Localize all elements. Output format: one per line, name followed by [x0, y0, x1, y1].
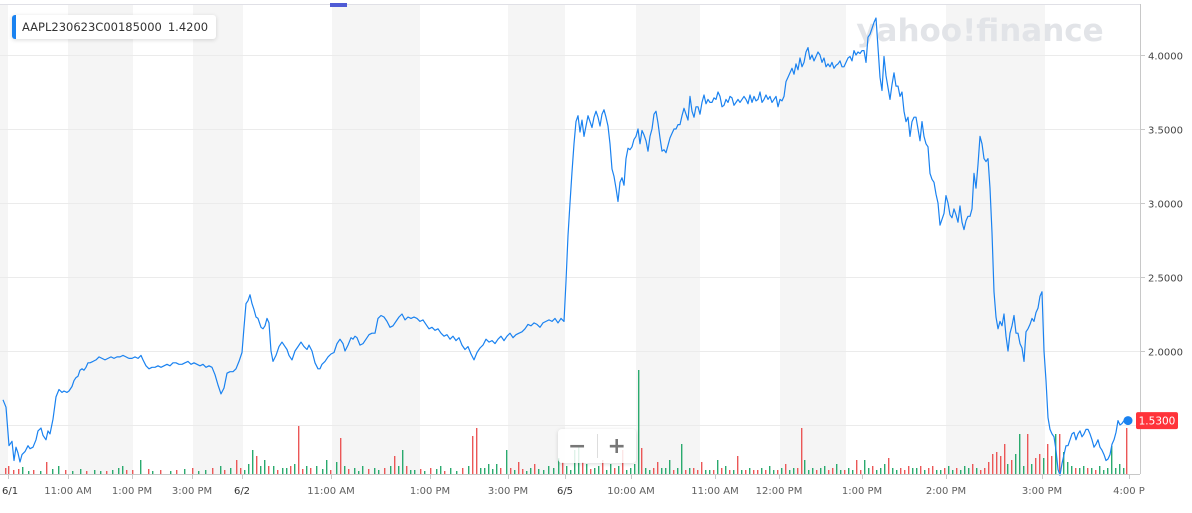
x-axis: 6/1 11:00 AM 1:00 PM 3:00 PM 6/2 11:00 AM 1:00…	[2, 474, 1145, 497]
svg-text:2.5000: 2.5000	[1148, 274, 1183, 285]
series-legend[interactable]: AAPL230623C00185000 1.4200	[12, 15, 217, 39]
svg-text:4:00 P: 4:00 P	[1113, 486, 1145, 497]
last-price-dot	[1123, 416, 1133, 426]
last-price-badge: 1.5300	[1136, 412, 1178, 430]
price-line	[2, 17, 1125, 476]
svg-text:3.5000: 3.5000	[1148, 126, 1183, 137]
svg-text:3:00 PM: 3:00 PM	[1022, 486, 1062, 497]
minus-icon: −	[568, 433, 587, 459]
y-axis: 4.0000 3.5000 3.0000 2.5000 2.0000	[1140, 52, 1183, 359]
svg-text:1.5300: 1.5300	[1139, 416, 1176, 428]
svg-text:4.0000: 4.0000	[1148, 52, 1183, 63]
svg-text:2:00 PM: 2:00 PM	[926, 486, 966, 497]
zoom-in-button[interactable]: +	[598, 429, 637, 463]
svg-text:1:00 PM: 1:00 PM	[842, 486, 882, 497]
series-color-indicator	[12, 15, 16, 39]
svg-text:3:00 PM: 3:00 PM	[172, 486, 212, 497]
svg-text:6/1: 6/1	[2, 486, 18, 497]
svg-text:1:00 PM: 1:00 PM	[112, 486, 152, 497]
legend-symbol: AAPL230623C00185000	[22, 20, 162, 34]
svg-text:6/2: 6/2	[234, 486, 250, 497]
svg-text:10:00 AM: 10:00 AM	[607, 486, 654, 497]
legend-value: 1.4200	[167, 20, 209, 34]
svg-text:3.0000: 3.0000	[1148, 200, 1183, 211]
yahoo-finance-watermark: yahoo!finance	[856, 13, 1103, 49]
svg-text:3:00 PM: 3:00 PM	[488, 486, 528, 497]
svg-text:2.0000: 2.0000	[1148, 348, 1183, 359]
svg-text:11:00 AM: 11:00 AM	[691, 486, 738, 497]
svg-text:1:00 PM: 1:00 PM	[410, 486, 450, 497]
plus-icon: +	[607, 433, 626, 459]
zoom-out-button[interactable]: −	[558, 429, 597, 463]
svg-text:12:00 PM: 12:00 PM	[756, 486, 803, 497]
volume-bars	[5, 370, 1128, 474]
svg-text:11:00 AM: 11:00 AM	[44, 486, 91, 497]
svg-text:6/5: 6/5	[557, 486, 573, 497]
zoom-controls: − +	[558, 429, 636, 463]
zoom-divider	[596, 434, 598, 458]
session-bands	[0, 5, 1045, 474]
svg-text:11:00 AM: 11:00 AM	[307, 486, 354, 497]
range-marker	[330, 3, 347, 7]
